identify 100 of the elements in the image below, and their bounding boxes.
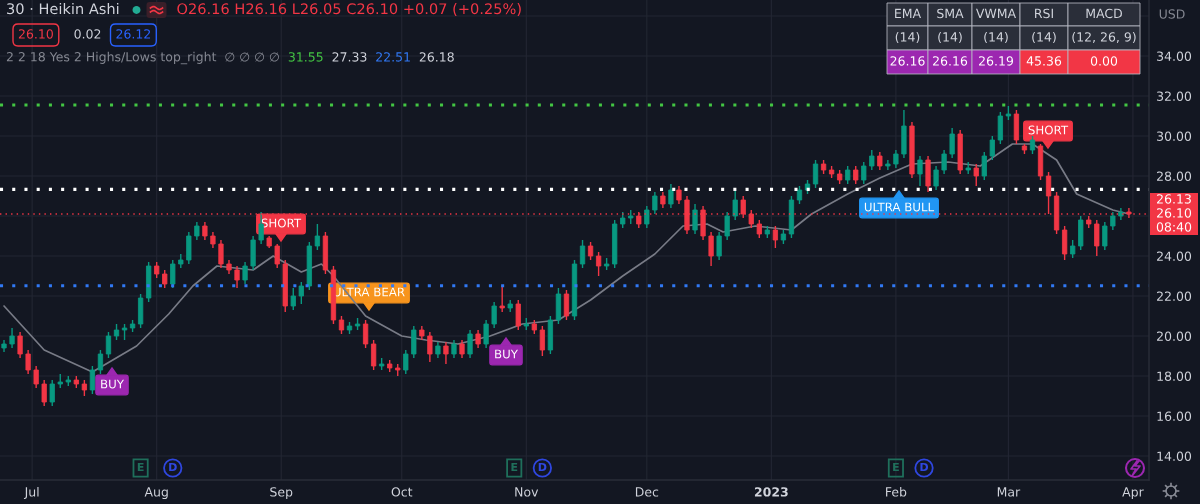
candlestick (692, 203, 698, 235)
annotation: 26.12 (116, 29, 151, 39)
candlestick (933, 165, 939, 191)
x-tick-label: Mar (997, 487, 1021, 497)
ref-line-label: 26.10 (1157, 208, 1192, 218)
annotation: D (538, 462, 547, 472)
x-tick-label: Sep (270, 487, 293, 500)
annotation: SHORT (1028, 125, 1069, 135)
candlestick (33, 365, 39, 389)
x-tick-label: Dec (635, 487, 659, 497)
candlestick (716, 231, 722, 261)
annotation: E (893, 462, 899, 472)
candlestick (314, 223, 321, 251)
candlestick (483, 319, 489, 349)
annotation: BUY (101, 379, 124, 389)
candlestick (298, 281, 304, 305)
y-tick-label: 18.00 (1157, 371, 1192, 381)
candlestick (917, 155, 923, 187)
candlestick (218, 239, 224, 269)
annotation: ULTRA BULL (864, 202, 935, 212)
annotation: ∅ ∅ ∅ ∅ (225, 52, 279, 62)
annotation: (12, 26, 9) (1072, 31, 1136, 44)
candlestick (772, 225, 778, 249)
annotation: (14) (938, 31, 962, 44)
annotation: VWMA (975, 8, 1017, 18)
candlestick (491, 301, 497, 329)
annotation: (14) (984, 31, 1008, 44)
candlestick (861, 161, 867, 185)
candlestick (25, 349, 31, 375)
x-tick-label: Apr (1122, 487, 1144, 500)
x-tick-label: Jul (23, 486, 39, 499)
candlestick (579, 239, 586, 269)
y-axis-title: USD (1159, 9, 1185, 19)
candlestick (941, 149, 947, 175)
annotation: (14) (1032, 31, 1056, 44)
candlestick (234, 265, 240, 289)
candlestick (644, 205, 650, 229)
candlestick (411, 325, 417, 359)
annotation: 22.51 (376, 52, 410, 62)
annotation: 26.16 (890, 56, 925, 66)
annotation: SMA (937, 8, 964, 19)
candlestick (708, 231, 714, 267)
candlestick (274, 243, 280, 269)
candlestick (427, 331, 433, 363)
candlestick (443, 341, 449, 365)
x-tick-label: Nov (515, 487, 539, 497)
annotation: 2 2 18 Yes 2 Highs/Lows top_right (6, 51, 217, 65)
annotation: E (511, 462, 518, 472)
annotation: BUY (495, 349, 518, 359)
y-tick-label: 32.00 (1157, 91, 1192, 101)
candlestick (242, 261, 248, 285)
x-tick-label: 2023 (754, 487, 788, 497)
candlestick (973, 163, 979, 187)
y-tick-label: 30.00 (1157, 131, 1192, 141)
annotation: 26.19 (979, 56, 1014, 66)
y-tick-label: 16.00 (1157, 411, 1192, 421)
annotation: 0.02 (74, 29, 101, 39)
candlestick (186, 231, 192, 265)
annotation: (14) (895, 31, 920, 44)
annotation: D (169, 462, 177, 472)
candlestick (49, 379, 55, 407)
candlestick (41, 379, 47, 407)
y-tick-label: 14.00 (1157, 451, 1192, 461)
candlestick (595, 251, 602, 277)
annotation: 26.16 (933, 56, 968, 66)
candlestick (89, 365, 96, 395)
x-tick-label: Oct (391, 487, 413, 497)
y-tick-label: 34.00 (1157, 51, 1192, 61)
annotation: 31.55 (288, 52, 323, 62)
y-tick-label: 22.00 (1157, 291, 1192, 301)
annotation: RSI (1035, 8, 1053, 19)
candlestick (949, 127, 955, 159)
candlestick (403, 349, 409, 375)
y-tick-label: 20.00 (1157, 331, 1192, 341)
y-tick-label: 28.00 (1157, 171, 1192, 181)
annotation: E (137, 462, 144, 472)
annotation: 27.33 (332, 52, 367, 62)
candlestick (499, 285, 505, 313)
text: 26.13 (1157, 194, 1191, 204)
annotation: D (920, 462, 929, 472)
candlestick (9, 327, 15, 349)
annotation: MACD (1086, 8, 1122, 19)
annotation: O26.16 H26.16 L26.05 C26.10 +0.07 (+0.25%) (177, 2, 521, 16)
candlestick (812, 159, 819, 189)
candlestick (97, 349, 104, 375)
candlestick (997, 111, 1003, 145)
candlestick (668, 183, 674, 209)
candlestick (724, 211, 730, 241)
annotation: 0.00 (1090, 56, 1118, 66)
y-tick-label: 24.00 (1157, 251, 1192, 261)
candlestick (515, 299, 521, 331)
candlestick (371, 339, 377, 371)
candlestick (290, 287, 296, 311)
candlestick (652, 191, 658, 215)
x-tick-label: Feb (886, 486, 907, 497)
candlestick (981, 151, 987, 181)
candlestick (563, 289, 570, 321)
chart-title: 30 · Heikin Ashi (7, 2, 119, 15)
x-tick-label: Aug (144, 487, 168, 500)
annotation: 26.10 (18, 29, 53, 39)
